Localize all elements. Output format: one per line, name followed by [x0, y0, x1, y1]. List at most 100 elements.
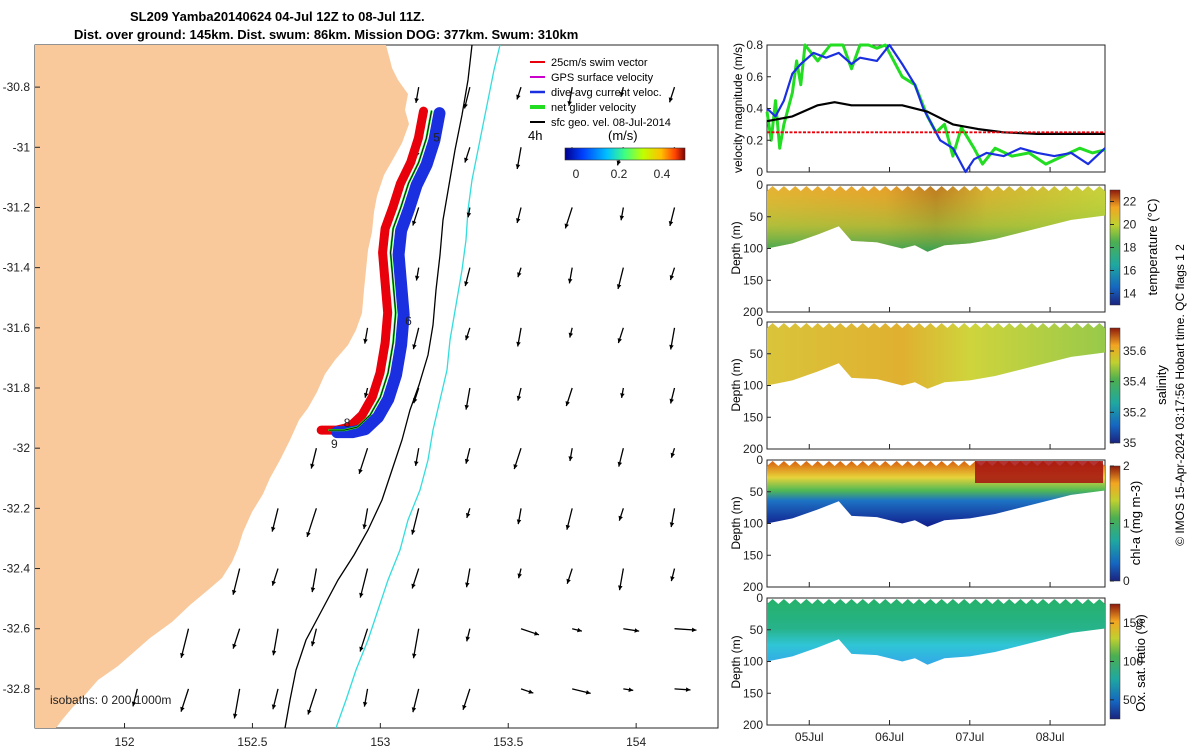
- colorbar-tick-label: 1: [1123, 517, 1130, 531]
- sfc-vector-head: [668, 97, 674, 103]
- dive-avg-velocity-series: [766, 43, 1106, 174]
- salinity-colorbar-label: salinity: [1154, 365, 1169, 405]
- sfc-vector-head: [464, 281, 469, 287]
- map-y-tick-label: -32: [13, 441, 31, 455]
- temperature-colorbar-ticks: 14 16 18 20 22: [1110, 195, 1137, 301]
- sfc-vector-shaft: [232, 568, 241, 595]
- sfc-vector-head: [358, 468, 363, 474]
- sfc-vector-head: [564, 223, 569, 229]
- depth-tick-label: 150: [743, 410, 763, 424]
- sfc-vector-head: [628, 687, 634, 692]
- map-latitude-ticks: -30.8 -31 -31.2 -31.4 -31.6 -31.8 -32 -32.2 -32.…: [3, 80, 40, 696]
- sfc-vector-head: [670, 452, 675, 458]
- sfc-vector-head: [414, 98, 419, 103]
- depth-tick-label: 50: [750, 347, 764, 361]
- sfc-vector-shaft: [306, 508, 318, 538]
- isobaths-label: isobaths: 0 200 1000m: [50, 693, 171, 707]
- colorbar-tick-label: 20: [1123, 218, 1137, 232]
- track-day-labels: 5 6 89: [331, 130, 440, 451]
- sfc-vector-head: [585, 690, 591, 695]
- map-y-tick-label: -30.8: [3, 80, 31, 94]
- sfc-vector-head: [577, 627, 582, 633]
- depth-tick-label: 200: [743, 442, 763, 456]
- map-colorbar-tick: 0.2: [611, 167, 628, 181]
- swim-vector-band: [316, 106, 428, 435]
- colorbar-tick-label: 100: [1123, 655, 1143, 669]
- legend-item-sfc-geo: sfc geo. vel. 08-Jul-2014: [551, 117, 671, 129]
- salinity-y-label: Depth (m): [729, 358, 743, 411]
- sfc-vector-head: [516, 94, 521, 100]
- sfc-vector-head: [465, 582, 470, 588]
- map-legend: 25cm/s swim vector GPS surface velocity …: [530, 57, 671, 129]
- track-day-label: 9: [331, 437, 338, 451]
- sfc-vector-head: [616, 160, 622, 166]
- velocity-y-ticks: 0 0.2 0.4 0.6 0.8: [746, 38, 771, 179]
- scale-vector-label: 4h: [528, 128, 542, 143]
- depth-tick-label: 0: [756, 178, 763, 192]
- depth-tick-label: 0: [756, 453, 763, 467]
- chla-colorbar-ticks: 0 1 2: [1110, 459, 1130, 588]
- sfc-vector-shaft: [180, 628, 190, 658]
- colorbar-tick-label: 18: [1123, 241, 1137, 255]
- sfc-vector-shaft: [272, 628, 279, 656]
- map-y-tick-label: -32.4: [3, 562, 31, 576]
- sfc-vector-head: [464, 458, 470, 464]
- map-colorbar-tick: 0: [573, 167, 580, 181]
- sfc-vector-head: [412, 398, 418, 404]
- depth-tick-label: 50: [750, 210, 764, 224]
- sfc-vector-head: [464, 404, 470, 410]
- chla-panel: 0 50 100 150 200 Depth (m) 0 1 2 chl-a (mg m-3…: [729, 453, 1143, 594]
- track-day-label: 8: [344, 416, 351, 430]
- depth-tick-label: 100: [743, 655, 763, 669]
- section-date-ticks: 05Jul 06Jul 07Jul 08Jul: [795, 167, 1065, 744]
- legend-item-swim: 25cm/s swim vector: [551, 57, 648, 69]
- dive-avg-current-band: [331, 107, 446, 439]
- map-y-tick-label: -32.8: [3, 682, 31, 696]
- sfc-vector-head: [668, 221, 674, 226]
- temperature-y-label: Depth (m): [729, 221, 743, 274]
- date-tick-label: 06Jul: [875, 730, 904, 744]
- sfc-vector-head: [359, 646, 364, 652]
- land-mass: [35, 45, 409, 728]
- sfc-vector-head: [271, 650, 277, 656]
- velocity-panel: 0 0.2 0.4 0.6 0.8 velocity magnitude (m/s): [731, 38, 1106, 179]
- map-y-tick-label: -31.4: [3, 261, 31, 275]
- sfc-vector-head: [465, 636, 471, 642]
- sfc-vector-head: [515, 164, 521, 169]
- sfc-vector-head: [567, 278, 573, 284]
- map-x-tick-label: 154: [626, 735, 646, 749]
- sfc-vector-head: [565, 401, 570, 407]
- sfc-vector-head: [517, 272, 522, 278]
- glider-track-line: [328, 110, 432, 431]
- sfc-vector-head: [412, 653, 417, 659]
- sfc-vector-head: [414, 275, 420, 281]
- map-x-tick-label: 152: [115, 735, 135, 749]
- oxygen-y-label: Depth (m): [729, 635, 743, 688]
- velocity-y-label: velocity magnitude (m/s): [731, 43, 745, 173]
- colorbar-tick-label: 35.2: [1123, 405, 1147, 419]
- salinity-panel: 0 50 100 150 200 Depth (m) 35 35.2 35.4 35.6 sa…: [729, 315, 1169, 456]
- sfc-vector-head: [231, 589, 237, 595]
- sfc-vector-head: [618, 515, 623, 521]
- date-tick-label: 08Jul: [1036, 730, 1065, 744]
- oxygen-y-ticks: 0 50 100 150 200: [743, 591, 771, 732]
- sfc-vector-shaft: [307, 688, 318, 715]
- velocity-y-tick-label: 0.4: [746, 102, 763, 116]
- oxygen-colorbar-label: Ox. sat. ratio (%): [1133, 614, 1148, 712]
- colorbar-tick-label: 2: [1123, 459, 1130, 473]
- sfc-vector-head: [359, 592, 364, 598]
- map-y-tick-label: -31.6: [3, 321, 31, 335]
- sfc-vector-head: [619, 215, 625, 221]
- velocity-series: [765, 43, 1106, 174]
- sfc-vector-head: [567, 101, 572, 106]
- sfc-vector-head: [617, 338, 622, 344]
- depth-tick-label: 150: [743, 548, 763, 562]
- sfc-vector-head: [463, 103, 468, 109]
- sfc-vector-head: [232, 643, 237, 649]
- sfc-vector-head: [620, 393, 625, 398]
- salinity-colorbar-ticks: 35 35.2 35.4 35.6: [1110, 344, 1147, 450]
- sfc-vector-shaft: [233, 688, 241, 719]
- sfc-vector-head: [465, 512, 471, 518]
- salinity-y-ticks: 0 50 100 150 200: [743, 315, 771, 456]
